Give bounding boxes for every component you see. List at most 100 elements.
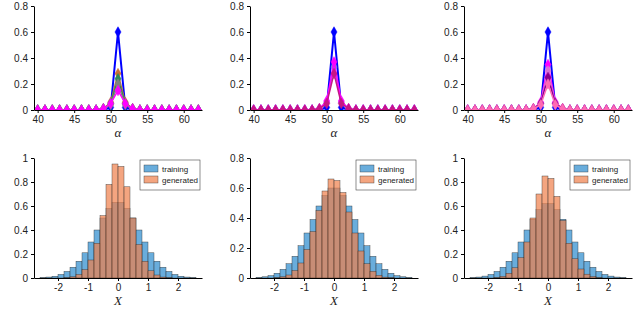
histogram-bar (602, 274, 608, 278)
x-axis: -2-1012 (35, 278, 203, 293)
y-tick-mark (247, 110, 250, 111)
histogram-bar (280, 277, 286, 278)
plot-area (251, 27, 418, 110)
y-tick: 0.4 (230, 53, 250, 64)
x-tick: 50 (536, 110, 548, 125)
x-axis-line (465, 110, 633, 111)
histogram-bar (268, 276, 274, 278)
histogram-bar (584, 261, 590, 278)
y-axis-line (34, 159, 35, 279)
legend-swatch (574, 165, 588, 172)
x-tick-label: 2 (392, 282, 398, 293)
histogram-bar (382, 269, 388, 278)
marker (574, 105, 580, 110)
marker (71, 105, 77, 110)
marker (508, 105, 514, 110)
line-series (35, 74, 202, 110)
y-axis-line (464, 7, 465, 111)
marker (294, 105, 300, 110)
y-tick: 0 (22, 273, 34, 284)
x-tick-label: 60 (179, 114, 191, 125)
histogram-bar (58, 274, 64, 278)
y-tick-label: 0 (238, 273, 244, 284)
histogram-bar (566, 230, 572, 278)
y-tick: 0.2 (14, 79, 34, 90)
marker (581, 105, 587, 110)
y-tick: 0.2 (230, 243, 250, 254)
marker (611, 105, 617, 110)
x-tick: 0 (332, 278, 338, 293)
y-tick-mark (461, 278, 464, 279)
x-tick: 0 (116, 278, 122, 293)
marker (316, 103, 322, 110)
y-tick-mark (247, 188, 250, 189)
panel: -2-101200.20.40.60.81Xtraininggenerated (444, 153, 632, 308)
y-tick-mark (31, 230, 34, 231)
x-tick-label: -1 (84, 282, 93, 293)
histogram-bar (262, 278, 268, 279)
y-tick: 0.2 (444, 249, 464, 260)
marker (508, 105, 514, 110)
x-tick: -1 (300, 278, 309, 293)
x-axis-title: α (545, 125, 553, 140)
marker (93, 105, 99, 110)
histogram-bar (310, 220, 316, 279)
y-tick-label: 0.2 (444, 249, 458, 260)
y-tick-mark (31, 182, 34, 183)
y-tick-mark (31, 254, 34, 255)
histogram-bar (322, 191, 328, 278)
marker (195, 105, 201, 110)
y-tick: 0 (22, 105, 34, 116)
marker (603, 105, 609, 110)
y-tick-label: 0.2 (230, 243, 244, 254)
histogram-bar (500, 267, 506, 278)
legend-box (140, 160, 200, 190)
marker (166, 105, 172, 110)
histogram-bar (364, 246, 370, 278)
marker (465, 105, 471, 110)
marker (508, 105, 514, 110)
histogram-bar (596, 277, 602, 278)
x-tick-label: 45 (69, 114, 81, 125)
marker (567, 105, 573, 110)
histogram-bar (542, 176, 548, 278)
marker (100, 103, 106, 110)
x-tick-label: 40 (33, 114, 45, 125)
line-series (35, 85, 202, 110)
histogram-bar (482, 276, 488, 278)
marker (71, 105, 77, 110)
marker (151, 105, 157, 110)
marker (596, 105, 602, 110)
histogram-bar (178, 276, 184, 278)
x-tick: 45 (499, 110, 511, 125)
marker (382, 105, 388, 110)
line (468, 32, 629, 110)
y-tick: 0.8 (14, 177, 34, 188)
marker (523, 105, 529, 110)
marker (389, 105, 395, 110)
marker (567, 105, 573, 110)
marker (494, 105, 500, 110)
histogram-bar (500, 276, 506, 278)
marker (360, 105, 366, 110)
marker (265, 105, 271, 110)
marker (49, 105, 55, 110)
y-tick-label: 0.8 (14, 177, 28, 188)
histogram-bar (298, 246, 304, 278)
histogram-bar (112, 164, 118, 278)
histogram-bar (566, 243, 572, 278)
marker (42, 105, 48, 110)
marker (479, 105, 485, 110)
x-tick: 50 (106, 110, 118, 125)
x-tick-label: 40 (249, 114, 261, 125)
x-tick: -2 (484, 278, 493, 293)
y-tick: 0.6 (230, 183, 250, 194)
line (38, 74, 199, 110)
marker (411, 105, 417, 110)
histogram-bar (154, 261, 160, 278)
marker (338, 98, 344, 109)
marker (567, 105, 573, 110)
marker (611, 105, 617, 110)
histogram-bar (512, 253, 518, 278)
marker (280, 105, 286, 110)
